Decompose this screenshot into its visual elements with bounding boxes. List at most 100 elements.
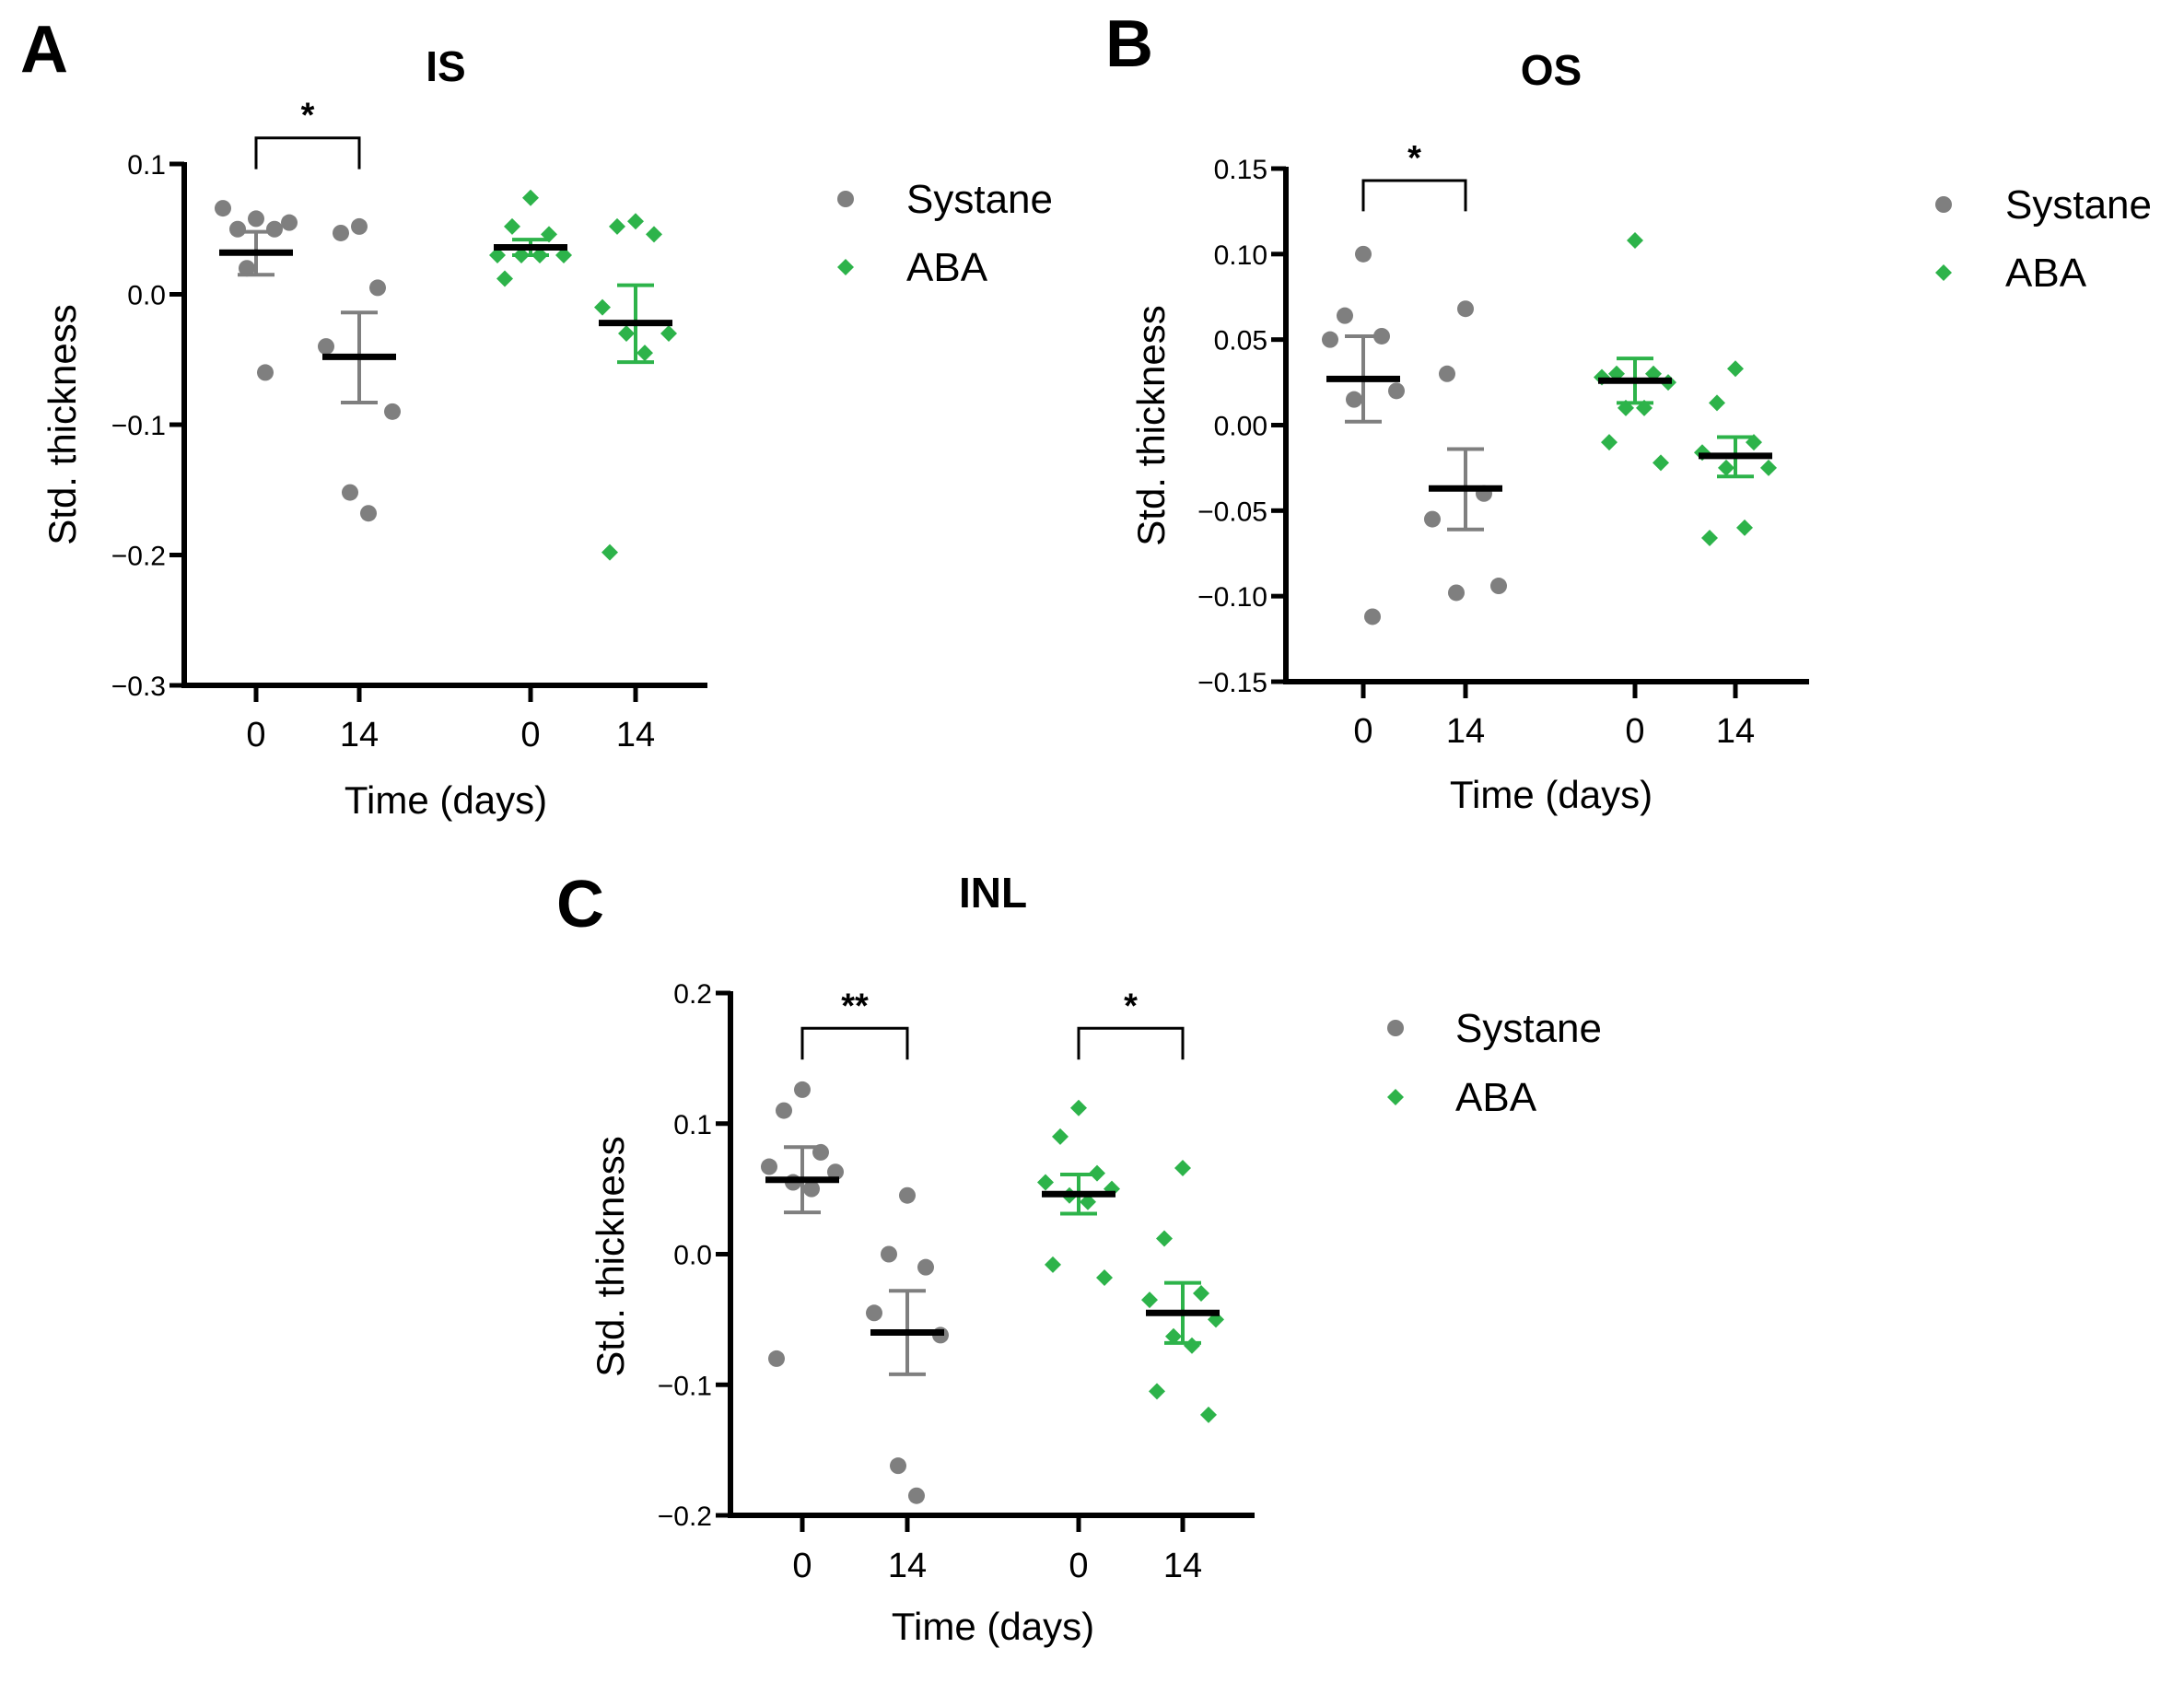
data-point-systane: [351, 217, 368, 235]
significance-label: *: [301, 97, 315, 135]
y-tick-label: 0.0: [127, 281, 166, 311]
data-point-systane: [917, 1258, 934, 1276]
x-axis-title: Time (days): [892, 1605, 1094, 1648]
y-axis-title: Std. thickness: [1129, 305, 1173, 545]
panel-letter: C: [556, 868, 604, 941]
y-tick-label: −0.2: [658, 1502, 712, 1532]
legend-marker-systane: [1935, 196, 1952, 213]
data-point-aba: [609, 217, 625, 235]
data-point-systane: [768, 1350, 785, 1367]
x-tick-label: 0: [1625, 712, 1644, 751]
chart-title: INL: [959, 869, 1027, 917]
data-point-systane: [803, 1180, 820, 1198]
data-point-systane: [1364, 608, 1381, 625]
data-point-systane: [866, 1304, 882, 1322]
data-point-systane: [1355, 245, 1372, 263]
legend-marker-aba: [1387, 1089, 1404, 1105]
x-axis-title: Time (days): [345, 778, 547, 822]
legend-label: Systane: [2005, 182, 2152, 228]
data-point-systane: [342, 484, 358, 501]
y-tick-label: −0.05: [1197, 497, 1267, 527]
data-point-systane: [281, 214, 298, 231]
chart-title: OS: [1521, 46, 1582, 94]
data-point-aba: [1096, 1269, 1113, 1287]
legend-marker-systane: [1387, 1020, 1404, 1036]
data-point-systane: [1424, 510, 1441, 528]
data-point-aba: [594, 298, 611, 316]
y-axis-title: Std. thickness: [41, 304, 84, 544]
data-point-aba: [522, 189, 539, 206]
data-point-systane: [1337, 307, 1353, 324]
data-point-systane: [1346, 391, 1362, 408]
data-point-aba: [1193, 1285, 1209, 1303]
legend-marker-systane: [837, 191, 854, 207]
data-point-systane: [266, 220, 283, 238]
data-point-systane: [794, 1081, 811, 1098]
data-point-systane: [248, 210, 264, 228]
data-point-systane: [369, 279, 386, 297]
panel-letter: B: [1105, 7, 1153, 81]
data-point-systane: [1448, 584, 1465, 602]
data-point-aba: [660, 324, 677, 342]
y-tick-label: 0.15: [1214, 155, 1267, 185]
data-point-aba: [1760, 459, 1777, 476]
data-point-aba: [646, 226, 662, 243]
data-point-aba: [637, 345, 653, 362]
x-tick-label: 0: [520, 716, 540, 754]
data-point-systane: [1439, 365, 1455, 382]
y-tick-label: 0.10: [1214, 240, 1267, 271]
y-tick-label: 0.0: [673, 1241, 712, 1271]
legend-label: ABA: [2005, 251, 2087, 296]
y-tick-label: 0.1: [127, 150, 166, 181]
data-point-systane: [1490, 578, 1507, 595]
x-tick-label: 14: [888, 1547, 927, 1585]
y-tick-label: 0.05: [1214, 326, 1267, 356]
y-tick-label: 0.00: [1214, 412, 1267, 442]
data-point-aba: [1718, 459, 1734, 476]
significance-label: **: [841, 987, 869, 1025]
data-point-systane: [1457, 300, 1474, 318]
y-axis-title: Std. thickness: [589, 1136, 632, 1376]
data-point-systane: [257, 364, 274, 381]
significance-label: *: [1124, 987, 1138, 1025]
significance-bracket: [1361, 179, 1467, 212]
data-point-aba: [1045, 1256, 1061, 1273]
x-tick-label: 14: [1716, 712, 1755, 751]
data-point-aba: [1165, 1327, 1182, 1345]
legend-label: ABA: [1455, 1075, 1537, 1120]
data-point-aba: [1727, 360, 1744, 378]
data-point-aba: [1156, 1230, 1173, 1247]
x-tick-label: 14: [340, 716, 379, 754]
data-point-systane: [360, 505, 377, 522]
data-point-systane: [384, 403, 401, 420]
data-point-aba: [1052, 1128, 1069, 1145]
y-tick-label: 0.1: [673, 1110, 712, 1140]
data-point-aba: [1736, 519, 1753, 536]
data-point-systane: [1388, 382, 1405, 400]
data-point-aba: [1149, 1383, 1165, 1400]
data-point-aba: [618, 324, 635, 342]
data-point-aba: [627, 213, 644, 230]
data-point-aba: [1174, 1159, 1191, 1176]
y-tick-label: 0.2: [673, 979, 712, 1010]
data-point-systane: [318, 338, 334, 356]
legend-label: Systane: [1455, 1006, 1602, 1051]
y-tick-label: −0.1: [658, 1371, 712, 1401]
data-point-systane: [239, 260, 255, 277]
data-point-systane: [761, 1158, 777, 1175]
data-point-aba: [1709, 394, 1725, 412]
x-tick-label: 0: [246, 716, 265, 754]
y-tick-label: −0.1: [111, 411, 166, 441]
x-tick-label: 0: [792, 1547, 812, 1585]
x-tick-label: 14: [616, 716, 655, 754]
panel-c: C INL 0.2 0.1 0.0 −0.1 −0.2 0 14 0 14 Time (days) St…: [556, 868, 1602, 1648]
data-point-aba: [489, 247, 506, 264]
x-tick-label: 0: [1069, 1547, 1088, 1585]
panel-b: B OS 0.15 0.10 0.05 0.00 −0.05 −0.10 −0.15 0 14 0 14…: [1105, 7, 2152, 816]
data-point-aba: [1037, 1174, 1054, 1191]
x-tick-label: 0: [1353, 712, 1372, 751]
data-point-systane: [908, 1487, 925, 1504]
data-point-aba: [504, 217, 520, 235]
x-tick-label: 14: [1446, 712, 1485, 751]
legend-marker-aba: [1935, 264, 1952, 281]
